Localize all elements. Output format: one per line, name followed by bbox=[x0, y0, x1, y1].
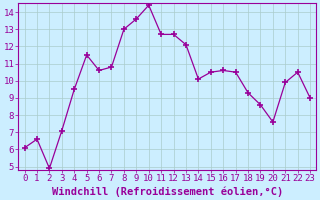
X-axis label: Windchill (Refroidissement éolien,°C): Windchill (Refroidissement éolien,°C) bbox=[52, 186, 283, 197]
